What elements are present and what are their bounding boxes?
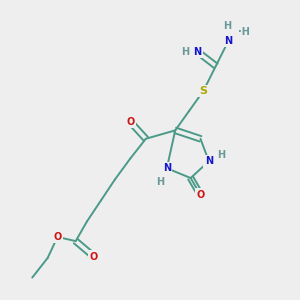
Text: H: H xyxy=(181,47,189,57)
Text: H: H xyxy=(218,150,226,160)
Text: H: H xyxy=(223,21,231,31)
Text: O: O xyxy=(53,232,62,242)
Text: O: O xyxy=(90,251,98,262)
Text: O: O xyxy=(196,190,205,200)
Text: N: N xyxy=(163,163,171,173)
Text: H: H xyxy=(156,177,164,187)
Text: N: N xyxy=(205,156,213,166)
Text: S: S xyxy=(199,86,207,96)
Text: N: N xyxy=(224,36,232,46)
Text: ·H: ·H xyxy=(238,27,250,37)
Text: N: N xyxy=(194,47,202,57)
Text: O: O xyxy=(126,117,134,127)
